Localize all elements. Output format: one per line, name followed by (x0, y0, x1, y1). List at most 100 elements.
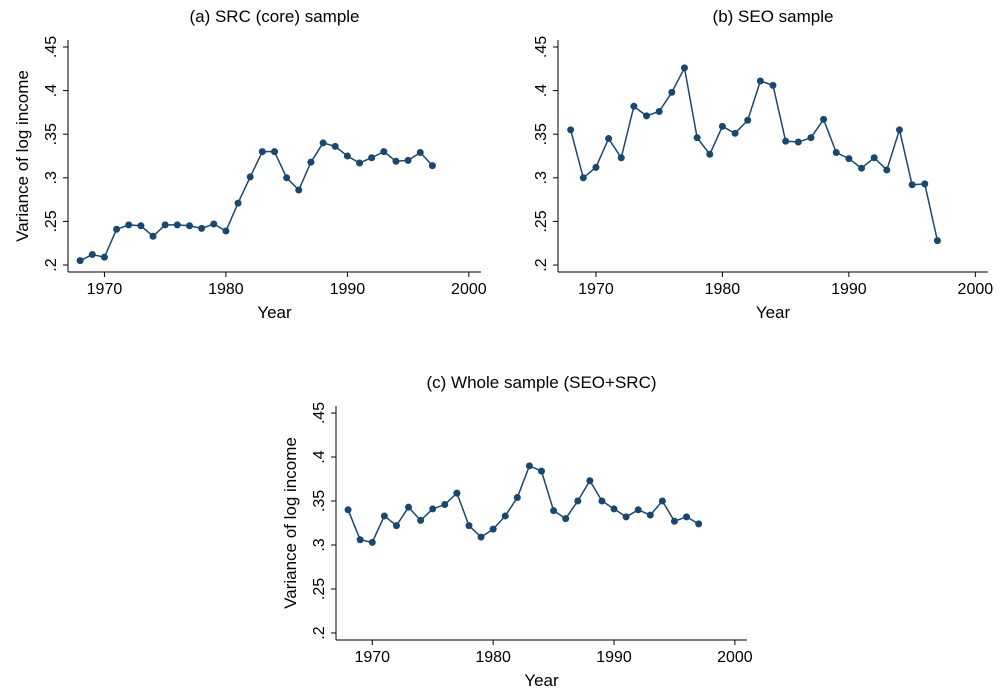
data-point (574, 497, 582, 505)
x-tick-label: 1970 (354, 649, 390, 666)
data-point (405, 503, 413, 511)
x-tick-label: 1980 (705, 281, 741, 298)
y-tick-label: .35 (43, 123, 60, 145)
data-point (807, 134, 815, 142)
data-point (794, 138, 802, 146)
data-point (883, 166, 891, 174)
data-point (845, 155, 853, 163)
x-axis-title: Year (257, 303, 292, 322)
data-point (234, 199, 242, 207)
data-point (161, 221, 169, 229)
panel-title: (a) SRC (core) sample (189, 7, 359, 26)
data-line (79, 142, 433, 262)
y-tick-label: .3 (311, 538, 328, 551)
data-point (562, 515, 570, 523)
data-point (630, 102, 638, 110)
y-tick-label: .45 (533, 36, 550, 58)
data-point (392, 157, 400, 165)
panel-title: (b) SEO sample (713, 7, 834, 26)
data-point (368, 538, 376, 546)
data-point (634, 506, 642, 514)
data-point (921, 180, 929, 188)
data-point (76, 257, 84, 265)
data-line (569, 65, 939, 241)
data-point (392, 522, 400, 530)
data-point (356, 159, 364, 167)
x-axis-title: Year (524, 671, 559, 690)
data-point (356, 536, 364, 544)
data-point (870, 154, 878, 162)
data-point (465, 522, 473, 530)
x-tick-label: 1980 (475, 649, 511, 666)
data-point (173, 221, 181, 229)
y-tick-label: .25 (311, 578, 328, 600)
data-point (643, 112, 651, 120)
data-point (113, 225, 121, 233)
y-tick-label: .25 (533, 210, 550, 232)
data-point (617, 154, 625, 162)
data-point (416, 149, 424, 157)
panel: (a) SRC (core) sample .2 .25 .3 .35 .4 .45 1970… (13, 7, 487, 322)
y-tick-label: .4 (43, 84, 60, 97)
data-point (610, 505, 618, 513)
y-tick-label: .25 (43, 210, 60, 232)
y-axis-title: Variance of log income (281, 437, 300, 609)
y-tick-label: .35 (533, 123, 550, 145)
data-point (283, 174, 291, 182)
x-tick-label: 2000 (451, 281, 487, 298)
y-tick-label: .45 (43, 36, 60, 58)
x-tick-label: 2000 (958, 281, 994, 298)
data-point (307, 158, 315, 166)
data-point (149, 232, 157, 240)
data-point (744, 116, 752, 124)
data-point (441, 501, 449, 509)
data-point (137, 222, 145, 230)
x-tick-label: 1970 (87, 281, 123, 298)
data-point (820, 115, 828, 123)
x-tick-label: 1990 (330, 281, 366, 298)
data-point (567, 126, 575, 134)
x-axis-title: Year (756, 303, 791, 322)
data-point (428, 162, 436, 170)
data-point (658, 497, 666, 505)
data-point (550, 507, 558, 515)
data-point (693, 134, 701, 142)
data-point (670, 517, 678, 525)
data-point (646, 511, 654, 519)
y-tick-label: .2 (43, 258, 60, 271)
data-point (319, 139, 327, 147)
data-point (210, 220, 218, 228)
data-point (858, 164, 866, 172)
data-point (695, 520, 703, 528)
data-point (579, 174, 587, 182)
data-point (908, 181, 916, 189)
data-point (718, 122, 726, 130)
data-point (198, 224, 206, 232)
data-point (756, 77, 764, 85)
x-tick-label: 1980 (208, 281, 244, 298)
data-point (417, 516, 425, 524)
panel-title: (c) Whole sample (SEO+SRC) (426, 373, 656, 392)
data-point (344, 506, 352, 514)
data-point (125, 221, 133, 229)
data-point (605, 135, 613, 143)
data-point (832, 149, 840, 157)
data-point (706, 150, 714, 158)
panel: (b) SEO sample .2 .25 .3 .35 .4 .45 1970 1980 199… (533, 7, 993, 322)
data-point (368, 154, 376, 162)
data-point (258, 148, 266, 156)
data-point (683, 513, 691, 521)
data-point (185, 222, 193, 230)
data-point (655, 108, 663, 116)
data-point (680, 64, 688, 72)
data-point (331, 142, 339, 150)
data-point (100, 253, 108, 261)
data-point (380, 148, 388, 156)
x-tick-label: 2000 (717, 649, 753, 666)
data-point (668, 88, 676, 96)
y-tick-label: .4 (311, 450, 328, 463)
data-point (525, 462, 533, 470)
data-point (731, 129, 739, 137)
y-tick-label: .4 (533, 84, 550, 97)
